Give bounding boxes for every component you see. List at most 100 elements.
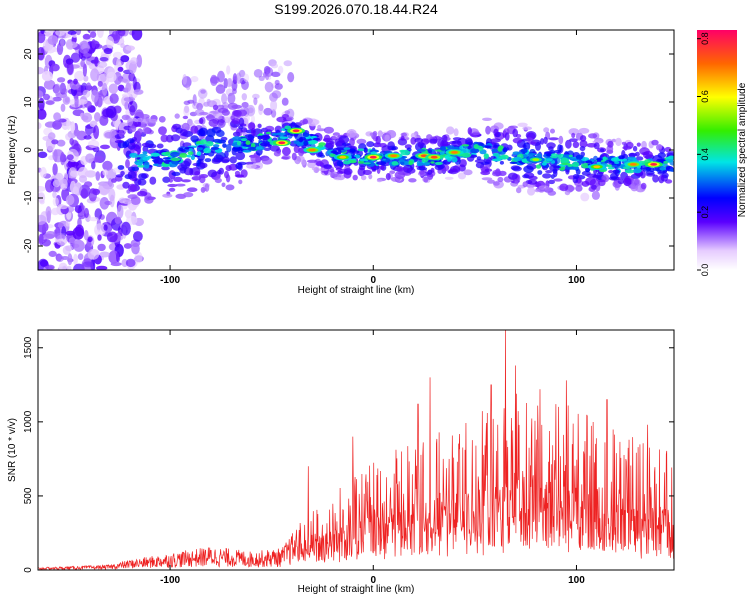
spectral-energy-blob [285,116,294,121]
spectral-band-blob [342,160,351,165]
spectral-noise-blob [38,108,47,120]
spectral-noise-blob [66,154,74,161]
spectral-band-blob [170,151,180,157]
spectral-band-blob [236,141,242,146]
spectral-band-blob [430,161,435,164]
spectral-energy-blob [336,160,344,167]
spectral-band-blob [179,153,188,158]
spectral-band-blob [188,147,193,152]
spectral-noise-blob [38,233,44,246]
spectral-band-blob [669,168,674,172]
spectral-band-blob [570,166,580,170]
spectral-band-blob [408,160,414,166]
spectral-band-blob [385,158,391,163]
spectral-noise-blob [99,251,110,258]
spectral-energy-blob [332,132,340,136]
spectral-energy-blob [257,123,262,128]
spectral-hotspot [430,155,438,159]
spectral-energy-blob [158,116,166,123]
spectral-energy-blob [384,134,390,142]
spectral-noise-blob [104,131,114,139]
spectral-energy-blob [579,140,588,148]
spectral-noise-blob [66,119,71,131]
spectral-energy-blob [291,152,297,161]
spectral-energy-blob [492,171,502,177]
spectral-energy-blob [592,140,602,144]
spectral-energy-blob [553,169,558,178]
spectral-band-blob [242,149,252,153]
spectral-band-blob [568,154,573,158]
spectral-energy-blob [527,179,538,185]
spectral-band-blob [585,167,591,173]
spectral-energy-blob [617,178,625,185]
spectral-noise-blob [135,141,142,150]
spectral-noise-blob [47,132,56,140]
spectral-noise-blob [87,248,100,260]
spectral-energy-blob [434,164,443,171]
spectral-energy-blob [141,142,151,147]
spectral-energy-blob [182,115,189,120]
spectral-noise-blob [277,65,284,74]
spectral-noise-blob [73,78,78,85]
snr-y-label: SNR (10 * v/v) [7,418,18,482]
spectral-noise-blob [65,194,75,206]
spectral-energy-blob [490,138,501,143]
spectral-energy-blob [238,125,244,130]
snr-marks [38,330,674,570]
spectral-noise-blob [103,224,108,231]
spectral-band-blob [545,158,553,162]
spectral-energy-blob [610,172,618,180]
spectral-energy-blob [506,144,513,151]
spectral-energy-blob [509,125,518,129]
spectral-energy-blob [547,190,557,196]
spectral-energy-blob [276,116,287,123]
spectral-energy-blob [427,169,433,175]
spectral-band-blob [190,155,195,161]
spectral-energy-blob [149,176,157,185]
spectral-noise-blob [67,61,74,75]
spectral-noise-blob [111,178,117,183]
spectral-energy-blob [641,140,647,150]
spectral-band-blob [570,158,578,161]
spectral-energy-blob [226,143,232,153]
spectral-band-blob [575,154,584,160]
spectral-energy-blob [217,108,229,113]
spectral-noise-blob [52,163,58,176]
spectral-noise-blob [253,97,258,106]
spectral-band-blob [417,162,424,166]
spectral-noise-blob [243,73,250,83]
spectral-energy-blob [499,160,504,165]
spectral-energy-blob [540,138,545,145]
spectral-energy-blob [580,192,590,202]
spectral-band-blob [343,147,351,150]
spectral-noise-blob [120,43,125,49]
spectral-energy-blob [325,140,335,149]
spectral-energy-blob [317,152,324,157]
spectral-noise-blob [186,85,191,91]
spectral-noise-blob [82,63,87,77]
spectral-energy-blob [214,177,222,184]
spectral-energy-blob [306,159,318,163]
spectral-energy-blob [346,129,357,138]
spectral-noise-blob [43,79,56,90]
spectral-noise-blob [190,76,199,83]
spectral-band-blob [203,147,212,154]
spectral-energy-blob [171,171,181,176]
spectral-noise-blob [252,93,260,100]
spectral-band-blob [240,138,248,142]
spectral-energy-blob [557,144,562,153]
spectral-noise-blob [60,38,65,47]
spectral-energy-blob [117,165,125,170]
spectral-energy-blob [664,146,672,153]
spectral-noise-blob [83,207,89,219]
spectral-band-blob [376,161,387,166]
spectral-noise-blob [96,265,108,270]
spectral-band-blob [663,160,668,164]
spectral-noise-blob [70,121,76,134]
spectrogram-y-tick-label: 10 [23,96,34,108]
spectral-band-blob [196,151,202,156]
spectral-band-blob [162,157,171,160]
spectral-band-blob [439,146,446,151]
spectral-energy-blob [457,172,467,180]
